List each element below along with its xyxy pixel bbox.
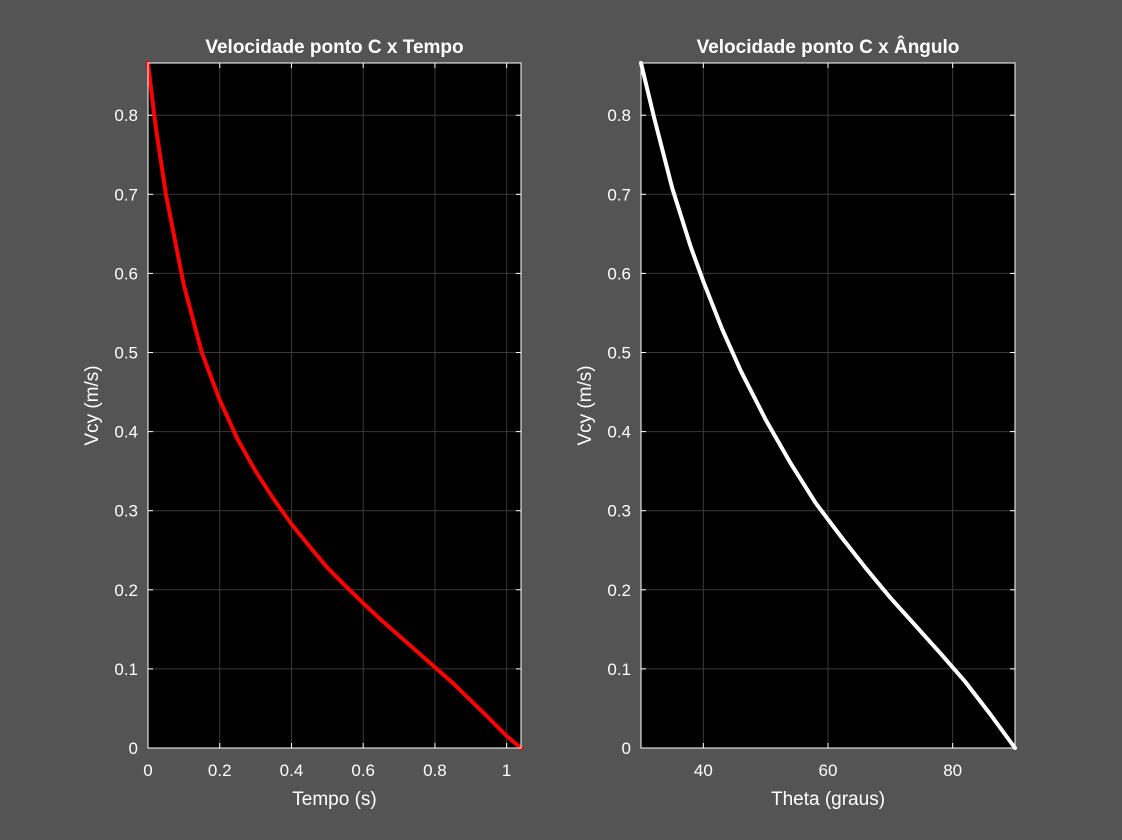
left-x-tick-label: 0.2 <box>208 761 232 780</box>
right-x-tick-label: 60 <box>819 761 838 780</box>
left-x-tick-label: 0.6 <box>351 761 375 780</box>
left-x-tick-label: 0 <box>143 761 152 780</box>
right-y-axis-label: Vcy (m/s) <box>575 365 596 445</box>
left-x-axis-label: Tempo (s) <box>292 789 376 810</box>
left-series-line <box>146 61 523 750</box>
right-axes-frame <box>640 62 1016 749</box>
right-y-tick-label: 0.2 <box>607 581 631 600</box>
left-y-tick-label: 0.1 <box>114 660 138 679</box>
right-x-tick-label: 80 <box>943 761 962 780</box>
left-x-tick-label: 0.4 <box>280 761 304 780</box>
left-y-tick-label: 0.8 <box>114 106 138 125</box>
left-grid <box>147 63 521 749</box>
right-chart-title: Velocidade ponto C x Ângulo <box>697 36 960 58</box>
right-y-tick-label: 0 <box>622 739 631 758</box>
left-axes-frame <box>147 62 522 749</box>
left-x-tick-label: 1 <box>502 761 511 780</box>
left-y-tick-label: 0.2 <box>114 581 138 600</box>
left-ticks: 0 0.2 0.4 0.6 0.8 1 0 0.1 0.2 0.3 0.4 0.5 0.6 0.7 0.8 <box>114 63 521 780</box>
left-y-tick-label: 0.4 <box>114 423 138 442</box>
right-ticks: 40 60 80 0 0.1 0.2 0.3 0.4 0.5 0.6 0.7 0.8 <box>607 63 1015 780</box>
right-y-tick-label: 0.7 <box>607 185 631 204</box>
right-y-tick-label: 0.1 <box>607 660 631 679</box>
right-y-tick-label: 0.8 <box>607 106 631 125</box>
right-y-tick-label: 0.3 <box>607 502 631 521</box>
left-y-tick-label: 0 <box>129 739 138 758</box>
right-series-line <box>639 61 1017 750</box>
left-chart-title: Velocidade ponto C x Tempo <box>205 37 463 58</box>
right-axes: 40 60 80 0 0.1 0.2 0.3 0.4 0.5 0.6 0.7 0.8 Velocida… <box>575 36 1017 810</box>
right-y-tick-label: 0.5 <box>607 344 631 363</box>
right-series <box>639 61 1017 750</box>
left-y-tick-label: 0.7 <box>114 185 138 204</box>
left-x-tick-label: 0.8 <box>423 761 447 780</box>
left-series <box>146 61 523 750</box>
left-y-tick-label: 0.5 <box>114 344 138 363</box>
left-axes: 0 0.2 0.4 0.6 0.8 100.10.20.30.40.50.60.70.8 … <box>82 37 523 810</box>
right-y-tick-label: 0.4 <box>607 423 631 442</box>
left-plot-area <box>148 63 521 748</box>
right-y-tick-label: 0.6 <box>607 264 631 283</box>
left-y-axis-label: Vcy (m/s) <box>82 365 103 445</box>
right-x-axis-label: Theta (graus) <box>771 789 885 810</box>
left-y-tick-label: 0.3 <box>114 502 138 521</box>
left-y-tick-label: 0.6 <box>114 264 138 283</box>
right-x-tick-label: 40 <box>694 761 713 780</box>
